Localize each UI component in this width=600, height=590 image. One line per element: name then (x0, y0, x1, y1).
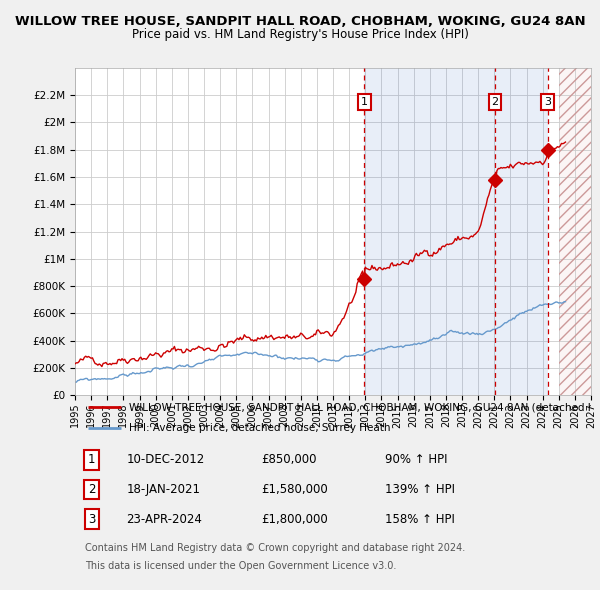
Text: WILLOW TREE HOUSE, SANDPIT HALL ROAD, CHOBHAM, WOKING, GU24 8AN: WILLOW TREE HOUSE, SANDPIT HALL ROAD, CH… (14, 15, 586, 28)
Text: 1: 1 (361, 97, 368, 107)
Text: 2: 2 (88, 483, 95, 496)
Text: Price paid vs. HM Land Registry's House Price Index (HPI): Price paid vs. HM Land Registry's House … (131, 28, 469, 41)
Text: £1,580,000: £1,580,000 (261, 483, 328, 496)
Text: 1: 1 (88, 453, 95, 466)
Text: 139% ↑ HPI: 139% ↑ HPI (385, 483, 455, 496)
Bar (559, 68, 591, 395)
Text: 3: 3 (88, 513, 95, 526)
Text: 18-JAN-2021: 18-JAN-2021 (127, 483, 200, 496)
Text: 10-DEC-2012: 10-DEC-2012 (127, 453, 205, 466)
Text: 2: 2 (491, 97, 499, 107)
Text: Contains HM Land Registry data © Crown copyright and database right 2024.: Contains HM Land Registry data © Crown c… (85, 543, 466, 553)
Text: £1,800,000: £1,800,000 (261, 513, 328, 526)
Text: 158% ↑ HPI: 158% ↑ HPI (385, 513, 454, 526)
Text: £850,000: £850,000 (261, 453, 316, 466)
Text: WILLOW TREE HOUSE, SANDPIT HALL ROAD, CHOBHAM, WOKING, GU24 8AN (detached h...: WILLOW TREE HOUSE, SANDPIT HALL ROAD, CH… (129, 402, 600, 412)
Text: HPI: Average price, detached house, Surrey Heath: HPI: Average price, detached house, Surr… (129, 423, 391, 433)
Text: 90% ↑ HPI: 90% ↑ HPI (385, 453, 447, 466)
Bar (559, 68, 591, 395)
Text: This data is licensed under the Open Government Licence v3.0.: This data is licensed under the Open Gov… (85, 561, 397, 571)
Text: 23-APR-2024: 23-APR-2024 (127, 513, 202, 526)
Text: 3: 3 (544, 97, 551, 107)
Bar (364, 68, 548, 395)
